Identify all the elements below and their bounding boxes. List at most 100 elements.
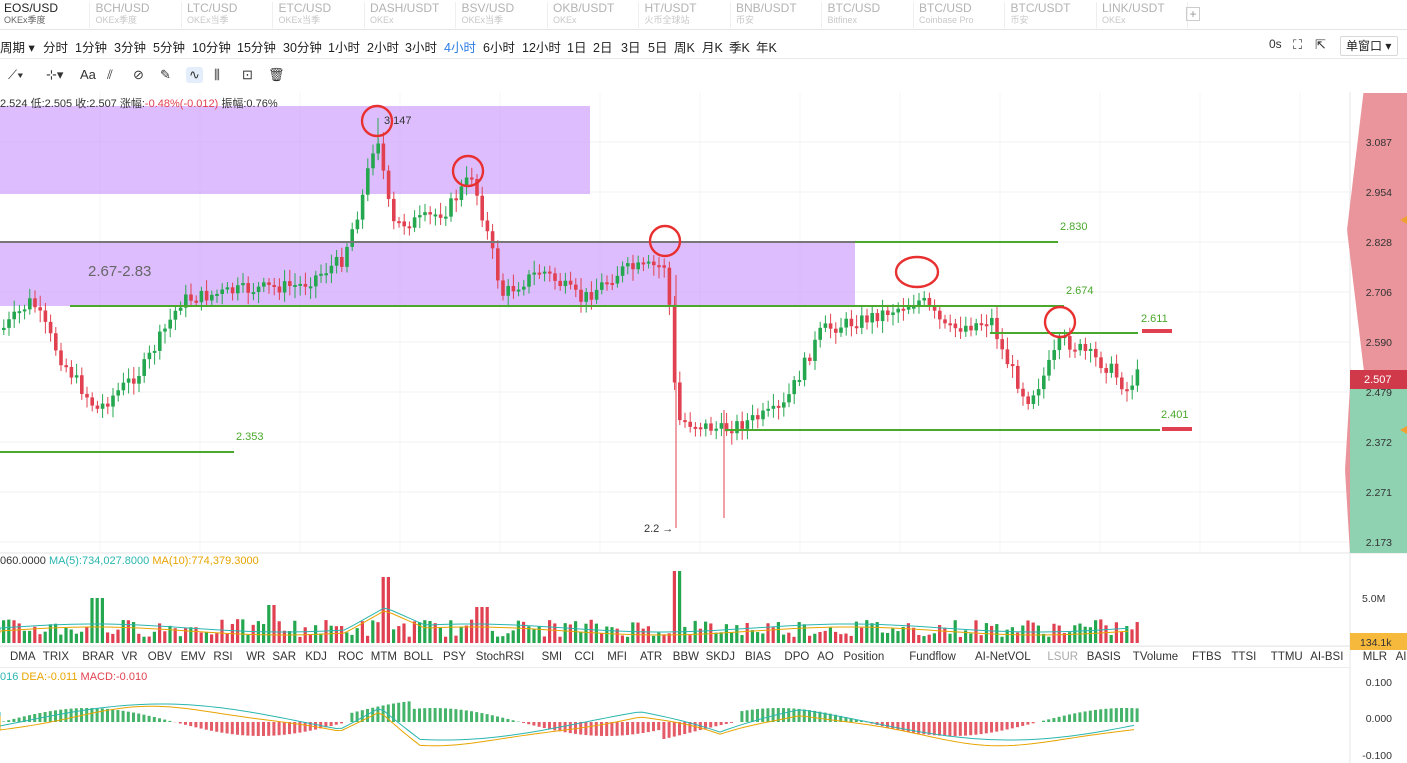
- pattern-tool-icon[interactable]: ⫼: [214, 67, 220, 82]
- indicator-mlr[interactable]: MLR: [1362, 651, 1388, 663]
- tab-bch-usd[interactable]: BCH/USD OKEx季度: [92, 2, 182, 28]
- indicator-ai-netvol[interactable]: AI-NetVOL: [975, 651, 1031, 663]
- tab-bnb-usdt[interactable]: BNB/USDT 币安: [732, 2, 822, 28]
- period-9[interactable]: 3小时: [405, 41, 437, 55]
- tab-link-usdt[interactable]: LINK/USDT OKEx: [1098, 2, 1188, 28]
- indicator-kdj[interactable]: KDJ: [305, 651, 327, 663]
- volume-bar: [969, 633, 973, 643]
- candle: [724, 423, 729, 432]
- indicator-boll[interactable]: BOLL: [403, 651, 434, 663]
- period-18[interactable]: 月K: [702, 41, 723, 55]
- fib-tool-icon[interactable]: ⫽: [107, 67, 113, 82]
- period-10[interactable]: 4小时: [444, 41, 476, 55]
- indicator-atr[interactable]: ATR: [640, 651, 663, 663]
- indicator-smi[interactable]: SMI: [541, 651, 563, 663]
- candle: [220, 289, 224, 294]
- indicator-psy[interactable]: PSY: [443, 651, 467, 663]
- fullscreen-icon[interactable]: ⛶: [1293, 37, 1303, 52]
- indicator-skdj[interactable]: SKDJ: [705, 651, 735, 663]
- expand-icon[interactable]: ⇱: [1315, 37, 1326, 52]
- tab-etc-usd[interactable]: ETC/USD OKEx当季: [275, 2, 365, 28]
- indicator-stochrsi[interactable]: StochRSI: [475, 651, 525, 663]
- volume-bar: [80, 631, 84, 643]
- period-14[interactable]: 2日: [593, 41, 613, 55]
- indicator-cci[interactable]: CCI: [574, 651, 595, 663]
- candle: [17, 311, 22, 314]
- indicator-lsur[interactable]: LSUR: [1047, 651, 1079, 663]
- period-17[interactable]: 周K: [674, 41, 695, 55]
- period-16[interactable]: 5日: [648, 41, 668, 55]
- period-5[interactable]: 15分钟: [237, 41, 276, 55]
- indicator-bbw[interactable]: BBW: [672, 651, 699, 663]
- indicator-basis[interactable]: BASIS: [1086, 651, 1121, 663]
- indicator-dma[interactable]: DMA: [10, 651, 36, 663]
- ruler-tool-icon[interactable]: ✎: [160, 67, 171, 82]
- indicator-vr[interactable]: VR: [121, 651, 138, 663]
- indicator-ttsi[interactable]: TTSI: [1231, 651, 1257, 663]
- period-1[interactable]: 1分钟: [75, 41, 107, 55]
- indicator-fundflow[interactable]: Fundflow: [909, 651, 956, 663]
- tab-btc-usd[interactable]: BTC/USD Bitfinex: [824, 2, 914, 28]
- indicator-ai-bsi[interactable]: AI-BSI: [1310, 651, 1344, 663]
- period-3[interactable]: 5分钟: [153, 41, 185, 55]
- period-8[interactable]: 2小时: [367, 41, 399, 55]
- period-11[interactable]: 6小时: [483, 41, 515, 55]
- magnet-tool-icon[interactable]: ⊘: [133, 67, 144, 82]
- window-mode-select[interactable]: 单窗口 ▾: [1340, 36, 1398, 56]
- macd-histogram-bar: [490, 715, 494, 722]
- indicator-sar[interactable]: SAR: [272, 651, 297, 663]
- indicator-position[interactable]: Position: [843, 651, 885, 663]
- period-4[interactable]: 10分钟: [192, 41, 231, 55]
- indicator-brar[interactable]: BRAR: [82, 651, 115, 663]
- indicator-ai-pd[interactable]: AI-PD: [1395, 651, 1407, 663]
- candle: [917, 300, 921, 307]
- period-2[interactable]: 3分钟: [114, 41, 146, 55]
- candle: [979, 323, 984, 326]
- period-20[interactable]: 年K: [756, 41, 777, 55]
- volume-bar: [906, 623, 910, 643]
- add-tab-button[interactable]: +: [1186, 7, 1200, 21]
- lock-tool-icon[interactable]: ⊡: [242, 67, 253, 82]
- tab-okb-usdt[interactable]: OKB/USDT OKEx: [549, 2, 639, 28]
- indicator-emv[interactable]: EMV: [180, 651, 206, 663]
- indicator-mfi[interactable]: MFI: [607, 651, 627, 663]
- period-7[interactable]: 1小时: [328, 41, 360, 55]
- trash-icon[interactable]: 🗑: [268, 67, 285, 82]
- period-6[interactable]: 30分钟: [283, 41, 322, 55]
- indicator-ttmu[interactable]: TTMU: [1270, 651, 1303, 663]
- period-19[interactable]: 季K: [729, 41, 750, 55]
- tab-bsv-usd[interactable]: BSV/USD OKEx当季: [458, 2, 548, 28]
- tab-btc-usdt[interactable]: BTC/USDT 币安: [1007, 2, 1097, 28]
- current-price-label: 2.507: [1364, 374, 1392, 386]
- period-15[interactable]: 3日: [621, 41, 641, 55]
- trendline-tool-icon[interactable]: ⟋▾: [8, 67, 24, 82]
- tab-btc-usd[interactable]: BTC/USD Coinbase Pro: [915, 2, 1005, 28]
- macd-histogram-bar: [808, 710, 811, 722]
- indicator-ftbs[interactable]: FTBS: [1192, 651, 1222, 663]
- tab-eos-usd[interactable]: EOS/USD OKEx季度: [0, 2, 90, 28]
- macd-histogram-bar: [1083, 711, 1087, 722]
- indicator-tvolume[interactable]: TVolume: [1132, 651, 1179, 663]
- indicator-rsi[interactable]: RSI: [213, 651, 233, 663]
- period-12[interactable]: 12小时: [522, 41, 561, 55]
- macd-histogram-bar: [667, 722, 671, 738]
- indicator-obv[interactable]: OBV: [147, 651, 173, 663]
- indicator-roc[interactable]: ROC: [338, 651, 364, 663]
- tab-ht-usdt[interactable]: HT/USDT 火币全球站: [641, 2, 731, 28]
- indicator-trix[interactable]: TRIX: [42, 651, 69, 663]
- period-13[interactable]: 1日: [567, 41, 587, 55]
- indicator-ao[interactable]: AO: [817, 651, 834, 663]
- text-tool[interactable]: Aa: [80, 67, 96, 82]
- indicator-dpo[interactable]: DPO: [784, 651, 810, 663]
- crosshair-tool-icon[interactable]: ⊹▾: [46, 67, 64, 82]
- indicator-bias[interactable]: BIAS: [745, 651, 772, 663]
- tab-ltc-usd[interactable]: LTC/USD OKEx当季: [183, 2, 273, 28]
- tab-dash-usdt[interactable]: DASH/USDT OKEx: [366, 2, 456, 28]
- indicator-mtm[interactable]: MTM: [370, 651, 397, 663]
- pen-tool-icon[interactable]: ∿: [186, 67, 203, 83]
- period-0[interactable]: 分时: [43, 41, 69, 55]
- indicator-wr[interactable]: WR: [246, 651, 266, 663]
- volume-bar: [210, 634, 214, 643]
- period-selector[interactable]: 周期 ▾: [0, 41, 35, 55]
